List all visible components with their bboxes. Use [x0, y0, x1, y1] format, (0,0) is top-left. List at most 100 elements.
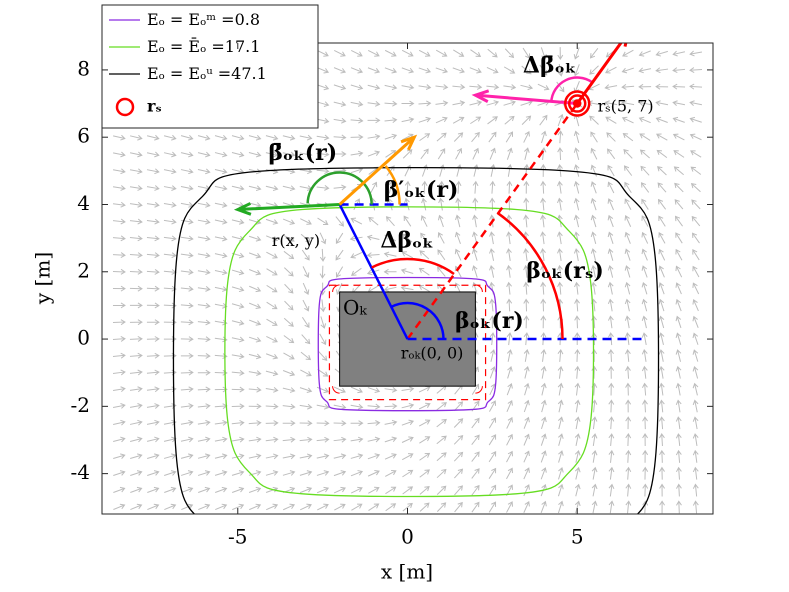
field-arrow	[350, 150, 364, 157]
field-arrow	[608, 500, 615, 514]
field-arrow	[383, 286, 397, 292]
field-arrow	[163, 269, 177, 275]
field-arrow	[658, 248, 666, 261]
field-arrow	[472, 214, 478, 228]
field-arrow	[418, 385, 431, 393]
field-arrow	[248, 386, 262, 393]
field-arrow	[299, 453, 313, 460]
field-arrow	[624, 215, 632, 227]
field-arrow	[113, 134, 126, 141]
field-arrow	[129, 285, 143, 292]
field-arrow	[197, 336, 211, 343]
field-arrow	[452, 84, 466, 90]
field-arrow	[316, 470, 330, 476]
field-arrow	[658, 215, 666, 227]
field-arrow	[400, 285, 414, 292]
field-arrow	[437, 249, 446, 261]
field-arrow	[541, 399, 547, 413]
field-arrow	[163, 252, 177, 259]
field-arrow	[641, 349, 648, 362]
field-arrow	[436, 452, 447, 462]
field-arrow	[180, 185, 194, 191]
field-arrow	[282, 370, 296, 377]
field-arrow	[624, 265, 631, 278]
field-arrow	[265, 387, 279, 393]
field-arrow	[489, 180, 496, 194]
field-arrow	[454, 231, 461, 244]
x-tick-label: 0	[401, 525, 414, 549]
field-arrow	[350, 386, 363, 394]
field-arrow	[129, 235, 143, 242]
field-arrow	[456, 164, 462, 177]
field-arrow	[558, 466, 564, 480]
field-arrow	[333, 67, 347, 74]
field-arrow	[488, 417, 497, 429]
field-arrow	[625, 348, 631, 362]
field-arrow	[231, 470, 245, 476]
field-arrow	[112, 151, 126, 158]
field-arrow	[248, 185, 262, 192]
field-arrow	[591, 365, 598, 379]
field-arrow	[300, 503, 312, 511]
field-arrow	[604, 84, 618, 91]
field-arrow	[385, 486, 397, 495]
field-arrow	[283, 250, 295, 260]
y-tick-label: 4	[77, 191, 90, 215]
field-arrow	[659, 449, 665, 463]
field-arrow	[607, 181, 615, 194]
field-arrow	[283, 234, 295, 242]
field-arrow	[163, 151, 177, 158]
contour-line	[317, 276, 498, 412]
field-arrow	[299, 486, 313, 494]
field-arrow	[319, 282, 326, 296]
field-arrow	[418, 67, 432, 74]
field-arrow	[129, 336, 143, 342]
angle-label: β′ₒₖ(r)	[384, 177, 459, 203]
field-arrow	[384, 117, 398, 124]
field-arrow	[335, 249, 344, 261]
field-arrow	[350, 101, 364, 107]
field-arrow	[452, 100, 466, 106]
field-arrow	[164, 470, 177, 476]
field-arrow	[506, 383, 513, 396]
field-arrow	[606, 132, 616, 142]
field-arrow	[248, 370, 262, 376]
field-arrow	[180, 336, 194, 343]
field-arrow	[180, 419, 194, 426]
field-arrow	[573, 164, 580, 177]
field-arrow	[231, 134, 245, 141]
field-arrow	[421, 197, 427, 211]
field-arrow	[436, 418, 447, 428]
field-arrow	[231, 219, 245, 225]
field-arrow	[436, 132, 447, 142]
field-arrow	[320, 316, 327, 329]
field-arrow	[624, 248, 631, 261]
field-arrow	[574, 315, 581, 329]
field-arrow	[333, 151, 347, 157]
field-arrow	[690, 182, 701, 193]
field-arrow	[557, 500, 564, 514]
field-arrow	[574, 500, 581, 514]
field-arrow	[418, 419, 431, 427]
field-arrow	[420, 148, 429, 160]
field-arrow	[659, 466, 665, 480]
field-arrow	[231, 353, 245, 360]
field-arrow	[607, 164, 615, 177]
field-arrow	[181, 503, 194, 511]
field-arrow	[385, 503, 397, 512]
field-arrow	[384, 453, 397, 460]
field-arrow	[180, 369, 194, 376]
field-arrow	[472, 147, 480, 160]
field-arrow	[333, 403, 347, 410]
field-arrow	[523, 315, 530, 329]
field-arrow	[367, 133, 381, 140]
field-arrow	[384, 403, 398, 410]
field-arrow	[113, 486, 126, 493]
field-arrow	[471, 417, 480, 429]
delta-beta-bar-arc	[550, 76, 593, 103]
field-arrow	[388, 180, 394, 194]
field-arrow	[130, 470, 143, 476]
field-arrow	[301, 334, 311, 345]
field-arrow	[214, 436, 228, 443]
legend-label: Eₒ = Ēₒ =17.1	[147, 36, 260, 56]
